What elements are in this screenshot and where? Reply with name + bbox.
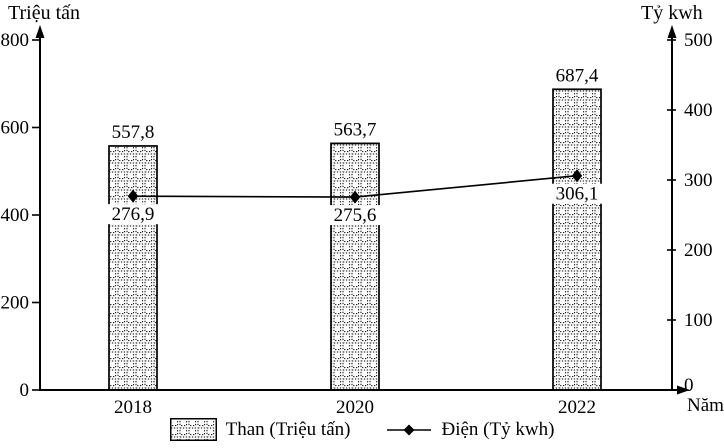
left-axis-tick-label: 600 [1, 118, 30, 139]
line-marker-2022 [571, 169, 583, 183]
legend-label-dien: Điện (Tỷ kwh) [441, 418, 555, 440]
x-axis-label-2020: 2020 [336, 397, 374, 418]
bar-2022 [552, 88, 602, 391]
line-value-label-2018: 276,9 [112, 204, 155, 225]
line-value-label-bg-2020 [328, 205, 382, 226]
bar-value-label-2020: 563,7 [334, 119, 377, 140]
right-axis-tick-label: 0 [684, 375, 694, 396]
bar-swatch-icon [169, 418, 217, 441]
line-value-label-2020: 275,6 [334, 205, 377, 226]
x-axis-arrow-icon [677, 385, 690, 395]
bar-2020 [330, 142, 380, 391]
line-value-label-bg-2022 [550, 183, 604, 204]
bar-2018 [108, 145, 158, 391]
line-value-label-bg-2018 [106, 204, 160, 225]
right-axis-tick-label: 300 [684, 170, 713, 191]
bar-value-label-2018: 557,8 [112, 122, 155, 143]
legend-label-than: Than (Triệu tấn) [225, 418, 351, 440]
left-axis-tick-label: 800 [1, 30, 30, 51]
line-marker-2018 [127, 189, 139, 203]
left-axis-arrow-icon [35, 25, 45, 38]
right-axis-tick-label: 100 [684, 310, 713, 331]
right-axis-arrow-icon [667, 25, 677, 38]
bar-value-label-2022: 687,4 [556, 65, 599, 86]
diamond-line-icon [387, 424, 432, 435]
legend-item-than: Than (Triệu tấn) [169, 418, 351, 441]
left-axis-tick-label: 200 [1, 293, 30, 314]
legend: Than (Triệu tấn) Điện (Tỷ kwh) [0, 418, 724, 441]
x-axis-title: Năm [687, 395, 724, 416]
left-axis-tick-label: 0 [20, 380, 30, 401]
legend-item-dien: Điện (Tỷ kwh) [386, 419, 554, 441]
x-axis-label-2018: 2018 [114, 397, 152, 418]
left-axis-title: Triệu tấn [8, 2, 81, 24]
plot-area: 557,8 563,7 687,4 276,9 275,6 306,1 0 200 400 600… [1, 25, 713, 418]
right-axis-tick-label: 200 [684, 240, 713, 261]
left-axis-tick-label: 400 [1, 205, 30, 226]
x-axis-label-2022: 2022 [558, 397, 596, 418]
line-value-label-2022: 306,1 [556, 184, 599, 205]
right-axis-tick-label: 400 [684, 100, 713, 121]
line-marker-2020 [349, 190, 361, 204]
right-axis-tick-label: 500 [684, 30, 713, 51]
right-axis-title: Tỷ kwh [641, 2, 703, 24]
